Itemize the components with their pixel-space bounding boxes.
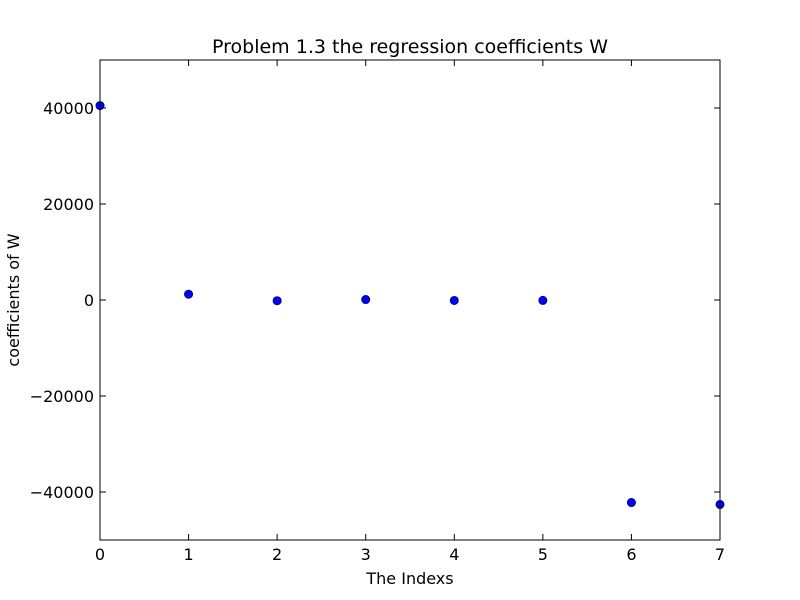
- x-tick-label: 3: [361, 545, 371, 564]
- y-tick-label: 40000: [43, 99, 94, 118]
- data-point: [272, 296, 282, 306]
- x-tick-label: 2: [272, 545, 282, 564]
- data-point: [184, 289, 194, 299]
- x-tick-label: 7: [715, 545, 725, 564]
- chart-title: Problem 1.3 the regression coefficients …: [212, 36, 608, 58]
- data-point: [361, 295, 371, 305]
- data-point: [538, 295, 548, 305]
- y-tick-label: −40000: [30, 483, 94, 502]
- y-axis-label: coefficients of W: [4, 233, 23, 366]
- x-axis-label: The Indexs: [365, 569, 453, 588]
- y-tick-label: 0: [84, 291, 94, 310]
- x-tick-label: 5: [538, 545, 548, 564]
- y-tick-label: 20000: [43, 195, 94, 214]
- x-tick-label: 1: [183, 545, 193, 564]
- data-points: [95, 101, 725, 509]
- x-tick-label: 0: [95, 545, 105, 564]
- data-point: [449, 295, 459, 305]
- x-tick-label: 4: [449, 545, 459, 564]
- y-tick-label: −20000: [30, 387, 94, 406]
- axis-ticks: 0 1 2 3 4 5 6 7 −40000 −20000 0 20000 40000: [30, 60, 725, 564]
- data-point: [626, 498, 636, 508]
- plot-area-frame: [99, 59, 721, 541]
- x-tick-label: 6: [626, 545, 636, 564]
